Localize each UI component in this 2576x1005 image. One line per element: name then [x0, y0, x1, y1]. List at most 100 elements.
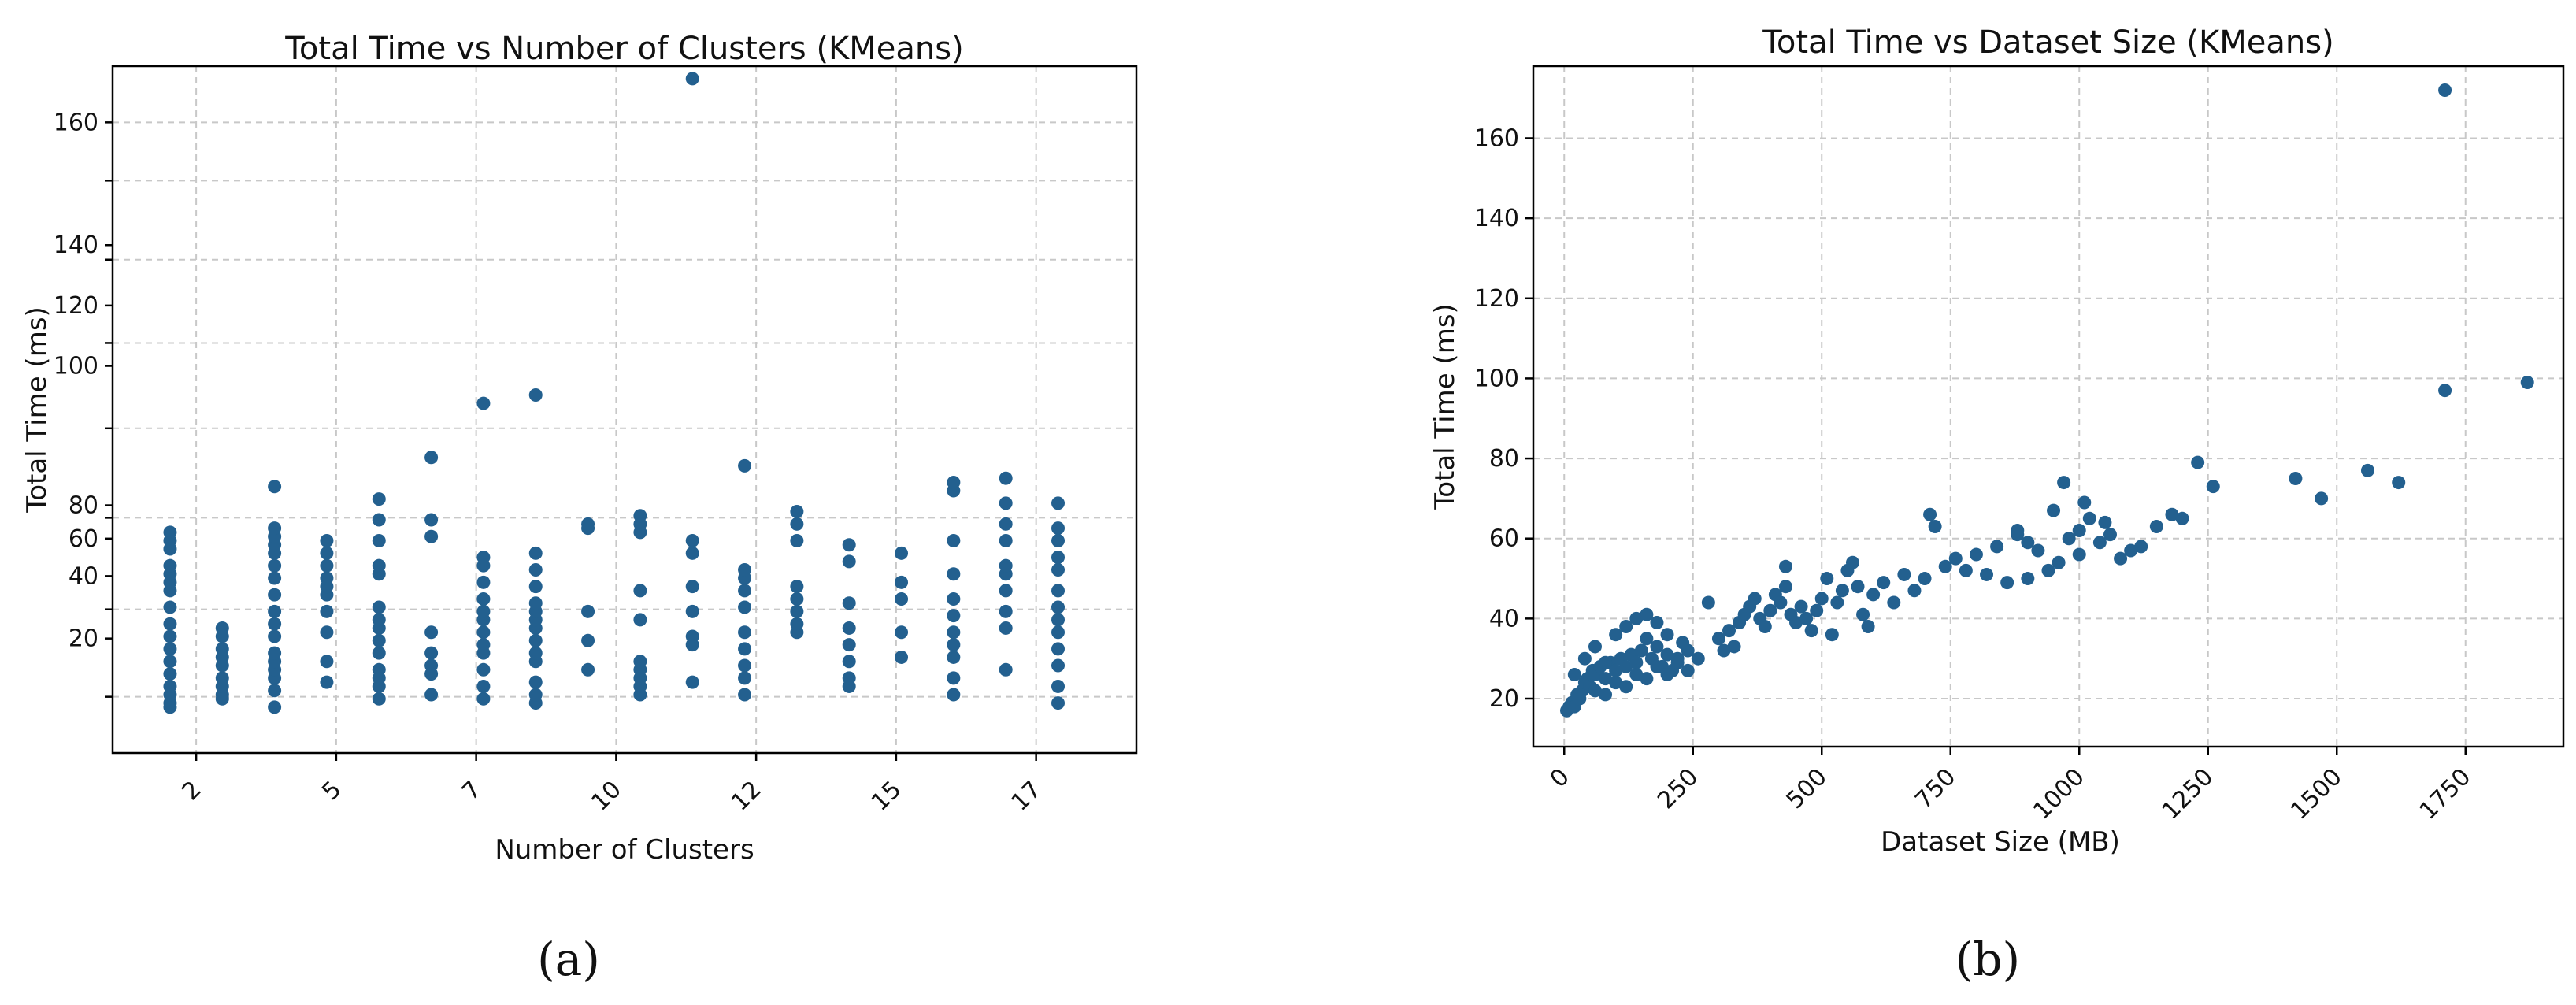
chart-a-point-0-126	[738, 671, 752, 685]
chart-b-ytick-label-4: 100	[1474, 365, 1519, 392]
chart-b-point-0-102	[2062, 532, 2076, 546]
chart-b-xtick-label-4: 1000	[2028, 763, 2090, 825]
chart-a-point-0-65	[372, 513, 386, 527]
chart-b-xtick-label-0: 0	[1545, 763, 1575, 793]
chart-b-point-0-92	[1959, 563, 1973, 577]
chart-a-y-axis: 20 40 60 80 100 120 140 160	[54, 109, 113, 698]
chart-a-point-0-66	[372, 492, 386, 506]
chart-b-point-0-70	[1804, 624, 1818, 638]
chart-a-point-0-34	[268, 604, 282, 618]
chart-b-point-0-95	[1990, 540, 2004, 554]
chart-b-point-0-129	[1778, 559, 1792, 573]
chart-a-point-0-35	[268, 588, 282, 602]
chart-a-point-0-125	[738, 688, 752, 702]
chart-b-point-0-20	[1634, 643, 1648, 658]
chart-b-point-0-117	[2149, 519, 2163, 533]
chart-a-point-0-56	[372, 662, 386, 677]
chart-a-point-0-149	[842, 554, 856, 569]
chart-a-point-0-188	[1051, 521, 1066, 536]
chart-a-ytick-label-6: 80	[69, 492, 98, 520]
chart-a-point-0-111	[633, 655, 647, 669]
chart-a-point-0-189	[1051, 496, 1066, 510]
chart-a-point-0-167	[999, 662, 1013, 677]
caption-b: (b)	[1955, 933, 2020, 986]
chart-a-points	[163, 72, 1066, 714]
chart-a-ytick-label-8: 100	[54, 353, 98, 380]
chart-a-point-0-181	[1051, 625, 1066, 640]
chart-b-point-0-13	[1599, 672, 1613, 686]
chart-a-point-0-16	[163, 525, 177, 540]
chart-a-point-0-67	[424, 688, 439, 702]
chart-a-point-0-180	[1051, 642, 1066, 656]
chart-b-point-0-85	[1897, 567, 1911, 581]
chart-a-point-0-89	[528, 688, 543, 702]
chart-b-xtick-label-6: 1500	[2285, 763, 2348, 825]
chart-b-point-0-90	[1938, 559, 1952, 573]
chart-a-point-0-138	[790, 592, 804, 606]
chart-a-point-0-151	[895, 650, 909, 664]
chart-b-point-0-73	[1820, 572, 1834, 586]
chart-a-xtick-label-1: 5	[317, 776, 347, 806]
chart-b-point-0-99	[2031, 543, 2045, 558]
chart-b-ytick-label-3: 80	[1489, 445, 1519, 473]
chart-b-xtick-label-1: 250	[1652, 763, 1703, 814]
chart-b-point-0-25	[1660, 647, 1674, 662]
chart-b-point-0-107	[2103, 528, 2117, 542]
chart-a-point-0-5	[163, 655, 177, 669]
chart-a-point-0-102	[581, 662, 595, 677]
chart-b-point-0-40	[1588, 684, 1602, 698]
chart-a-point-0-80	[476, 625, 491, 640]
caption-a: (a)	[537, 933, 600, 986]
chart-a-point-0-45	[320, 625, 334, 640]
chart-a-point-0-172	[999, 558, 1013, 573]
chart-a-point-0-6	[163, 642, 177, 656]
chart-b-point-0-51	[1701, 595, 1715, 610]
chart-a-point-0-9	[163, 600, 177, 614]
chart-b-point-0-31	[1577, 651, 1592, 666]
chart-b-point-0-38	[1650, 615, 1664, 629]
chart-b-point-0-127	[2520, 376, 2534, 390]
chart-b-point-0-34	[1609, 628, 1623, 642]
chart-b-point-0-62	[1763, 603, 1777, 617]
chart-a-point-0-72	[424, 529, 439, 543]
chart-b-point-0-23	[1650, 640, 1664, 654]
chart-b-point-0-15	[1609, 663, 1623, 677]
chart-a-xtick-label-2: 7	[457, 776, 487, 806]
chart-b-point-0-123	[2315, 491, 2329, 506]
chart-b-xtick-label-5: 1250	[2157, 763, 2219, 825]
chart-a-point-0-183	[1051, 600, 1066, 614]
chart-a-point-0-140	[790, 533, 804, 547]
chart-a-point-0-168	[999, 621, 1013, 635]
chart-a-point-0-177	[1051, 696, 1066, 710]
chart-b-point-0-47	[1660, 668, 1674, 682]
chart-a-point-0-150	[842, 538, 856, 552]
chart-a-point-0-36	[268, 571, 282, 585]
chart-a-point-0-169	[999, 604, 1013, 618]
chart-b-point-0-124	[2360, 463, 2374, 477]
chart-b-point-0-44	[1629, 668, 1644, 682]
chart-a-point-0-160	[947, 625, 961, 640]
chart-a-point-0-184	[1051, 584, 1066, 598]
chart-a-point-0-123	[685, 533, 699, 547]
chart-a-point-0-161	[947, 609, 961, 623]
chart-a-point-0-178	[1051, 679, 1066, 693]
chart-a-point-0-154	[895, 575, 909, 589]
chart-b-point-0-29	[1681, 643, 1695, 658]
chart-b-point-0-126	[2438, 384, 2452, 398]
chart-a-point-0-31	[268, 646, 282, 660]
chart-b-points	[1560, 83, 2534, 718]
chart-b-point-0-83	[1877, 576, 1891, 590]
chart-b-frame	[1532, 65, 2565, 748]
chart-b-point-0-96	[2000, 576, 2014, 590]
chart-b-point-0-30	[1567, 668, 1581, 682]
chart-b-point-0-100	[2041, 563, 2055, 577]
chart-a-ytick-label-12: 140	[54, 232, 98, 259]
chart-a-point-0-156	[947, 688, 961, 702]
chart-b-point-0-91	[1948, 551, 1963, 566]
chart-a-point-0-74	[424, 451, 439, 465]
chart-a-point-0-90	[528, 675, 543, 689]
chart-b-point-0-39	[1660, 628, 1674, 642]
chart-b-point-0-71	[1810, 603, 1824, 617]
chart-a-point-0-26	[268, 700, 282, 714]
chart-a-point-0-142	[790, 504, 804, 518]
